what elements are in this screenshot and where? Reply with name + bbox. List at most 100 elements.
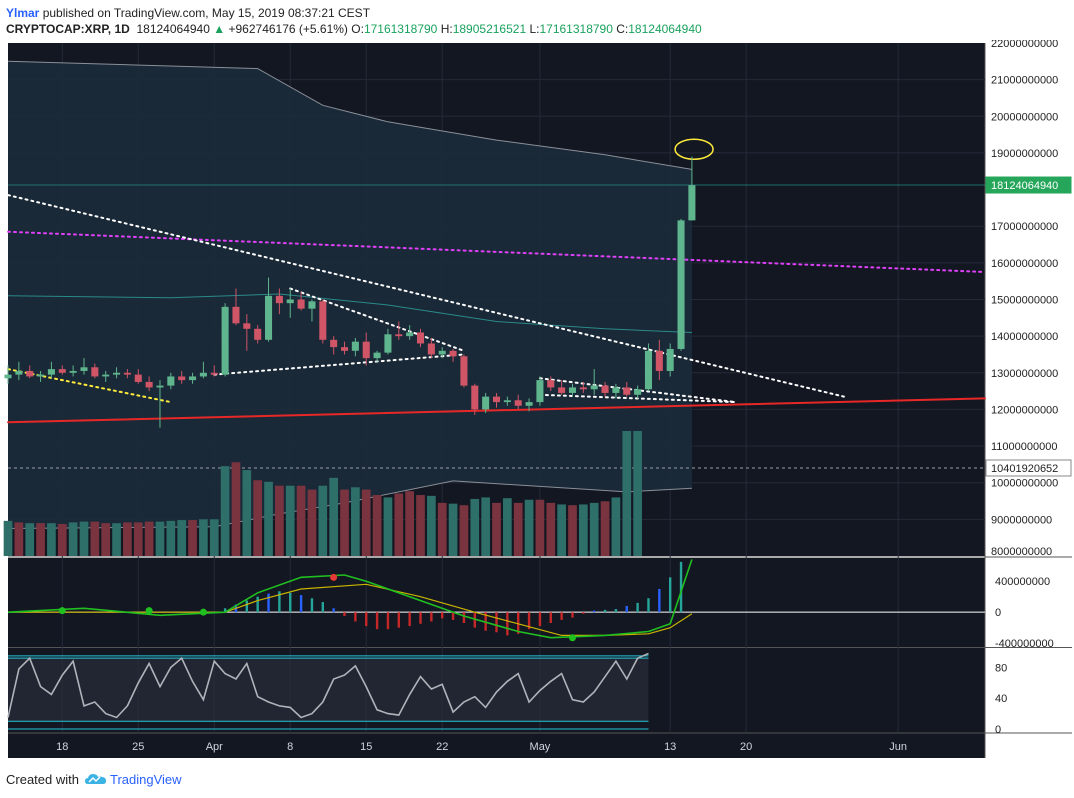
volume-bar — [524, 499, 534, 556]
macd-histogram-bar — [223, 608, 227, 613]
white-dotted-resistance — [7, 194, 845, 398]
candle-body — [4, 374, 12, 379]
stoch-rsi-pane — [7, 652, 649, 730]
macd-tick-label: -400000000 — [995, 638, 1054, 650]
volume-bar — [90, 521, 100, 556]
candle-body — [416, 332, 425, 344]
volume-bar — [470, 498, 480, 556]
footer: Created with TradingView — [6, 772, 182, 787]
volume-bar — [633, 431, 642, 556]
candle-body — [113, 372, 121, 375]
macd-histogram-bar — [668, 577, 672, 613]
wedge-bottom-line — [213, 353, 465, 376]
macd-crossover-dot — [58, 607, 66, 615]
candle-body — [297, 299, 305, 309]
dashed-level-tag: 10401920652 — [991, 463, 1058, 475]
volume-bar — [448, 503, 458, 556]
candle-body — [308, 301, 316, 309]
candlesticks — [4, 156, 696, 428]
volume-bar — [220, 466, 230, 556]
candle-body — [102, 374, 110, 377]
candle-body — [449, 350, 457, 357]
macd-crossover-dot — [568, 634, 576, 642]
high-label: H: — [440, 22, 453, 36]
volume-bar — [427, 495, 436, 556]
volume-bar — [275, 485, 284, 556]
volume-bar — [579, 504, 588, 556]
macd-crossover-dot — [330, 573, 338, 581]
macd-histogram-bar — [365, 612, 368, 627]
macd-histogram-bar — [375, 612, 379, 630]
volume-bar — [318, 485, 328, 556]
macd-main-line — [7, 559, 693, 639]
volume-bar — [57, 523, 67, 556]
volume-bar — [47, 523, 56, 556]
x-tick-label: 22 — [436, 741, 448, 753]
candle-body — [644, 350, 653, 390]
volume-bar — [285, 485, 295, 556]
macd-signal-line — [8, 583, 693, 637]
author-link[interactable]: Ylmar — [6, 6, 40, 20]
candle-body — [471, 385, 479, 410]
candle-body — [330, 339, 338, 348]
volume-bar — [155, 521, 165, 556]
close-value: 18124064940 — [628, 22, 702, 36]
macd-histogram-bar — [462, 612, 466, 624]
x-tick-label: 15 — [360, 741, 372, 753]
last-price-tag-bg — [985, 176, 1072, 194]
macd-histogram-bar — [495, 612, 498, 633]
volume-bar — [25, 523, 35, 556]
volume-bar — [329, 477, 339, 556]
candle-body — [373, 352, 381, 359]
volume-bar — [307, 489, 317, 556]
candle-body — [634, 389, 642, 395]
candle-body — [612, 387, 620, 393]
macd-tick-label: 400000000 — [995, 576, 1050, 588]
volume-bar — [3, 520, 13, 556]
change-arrow-icon: ▲ — [213, 22, 226, 36]
volume-bar — [437, 502, 447, 556]
publish-line: Ylmar published on TradingView.com, May … — [6, 6, 370, 20]
macd-histogram-bar — [625, 605, 628, 613]
volume-bar — [383, 497, 393, 556]
volume-bar — [14, 522, 24, 556]
candle-body — [655, 350, 663, 371]
price-chart[interactable]: 22000000000 21000000000 20000000000 1900000… — [0, 40, 1074, 766]
candle-body — [221, 306, 229, 375]
volume-bar — [459, 505, 469, 556]
volume-bar — [199, 519, 208, 556]
last-price: 18124064940 — [136, 22, 210, 36]
volume-bar — [492, 502, 501, 556]
last-price-tag: 18124064940 — [991, 180, 1058, 192]
y-tick-label: 15000000000 — [991, 295, 1058, 307]
candle-body — [590, 385, 598, 390]
x-tick-label: 20 — [740, 741, 752, 753]
volume-bar — [144, 521, 154, 556]
volume-bar — [351, 487, 360, 556]
y-tick-label: 11000000000 — [991, 441, 1057, 453]
macd-histogram-bar — [245, 600, 249, 613]
dashed-level-tag-bg — [985, 459, 1072, 477]
bollinger-upper-line — [7, 60, 692, 170]
candle-body — [199, 372, 207, 377]
stoch-tick-label: 40 — [995, 693, 1007, 705]
macd-histogram-bar — [289, 592, 292, 613]
low-value: 17161318790 — [539, 22, 613, 36]
y-tick-label: 21000000000 — [991, 75, 1058, 87]
low-label: L: — [529, 22, 540, 36]
macd-histogram-bar — [299, 595, 303, 613]
volume-bar — [361, 489, 371, 556]
support-trendline — [7, 397, 986, 424]
macd-histogram-bar — [386, 612, 390, 630]
volume-bars — [3, 431, 642, 556]
symbol-label[interactable]: CRYPTOCAP:XRP, 1D — [6, 22, 130, 36]
volume-bar — [513, 502, 523, 556]
candle-body — [460, 356, 468, 386]
volume-bar — [589, 502, 599, 556]
volume-bar — [101, 523, 111, 556]
volume-bar — [166, 520, 176, 556]
yellow-dotted-line — [7, 368, 172, 404]
tradingview-link[interactable]: TradingView — [110, 772, 182, 787]
macd-histogram-bar — [614, 609, 618, 613]
macd-histogram-bar — [603, 609, 607, 613]
